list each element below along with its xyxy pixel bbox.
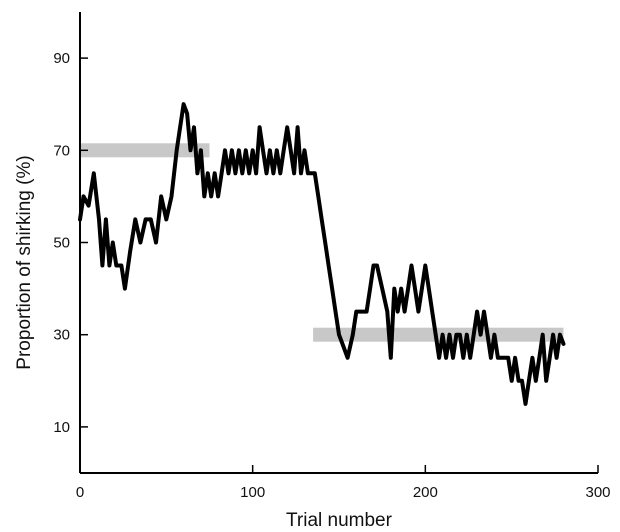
- y-tick-label: 50: [53, 235, 70, 252]
- x-tick-label: 300: [585, 484, 610, 501]
- y-axis-label: Proportion of shirking (%): [14, 155, 35, 369]
- x-tick-label: 200: [413, 484, 438, 501]
- y-tick-label: 30: [53, 327, 70, 344]
- y-tick-label: 90: [53, 50, 70, 67]
- reference-bands: [80, 143, 563, 341]
- y-tick-label: 10: [53, 419, 70, 436]
- y-tick-label: 70: [53, 142, 70, 159]
- x-axis-label: Trial number: [286, 510, 393, 531]
- x-tick-label: 100: [240, 484, 265, 501]
- x-tick-label: 0: [76, 484, 84, 501]
